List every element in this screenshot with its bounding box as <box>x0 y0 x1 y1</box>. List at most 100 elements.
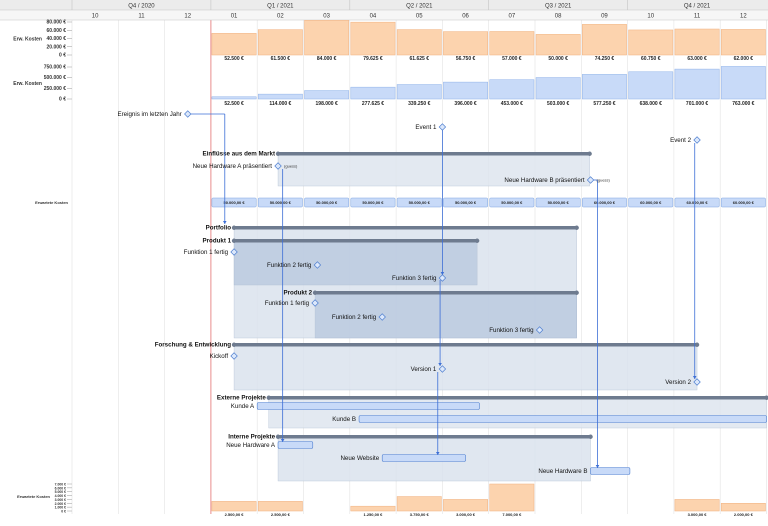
group-label-p1: Produkt 1 <box>203 238 232 245</box>
task-bar-kundeB[interactable] <box>358 415 767 423</box>
cost-row-label: Erwartete Kosten <box>35 200 68 205</box>
milestone-diamond-icon[interactable] <box>274 162 282 170</box>
group-area-fue <box>233 345 698 391</box>
group-bar-markt[interactable] <box>278 152 590 156</box>
group-bar-p2[interactable] <box>315 291 577 295</box>
y-tick-label: 20.000 € <box>47 44 67 50</box>
milestone-diamond-icon[interactable] <box>230 352 238 360</box>
chart-bar <box>443 499 488 512</box>
milestone-label-last-year: Ereignis im letzten Jahr <box>117 111 181 118</box>
quarter-label: Q4 / 2020 <box>128 4 155 10</box>
milestone-diamond-icon[interactable] <box>438 274 447 282</box>
group-bar-int[interactable] <box>278 435 591 439</box>
group-label-markt: Einflüsse aus dem Markt <box>202 151 275 158</box>
chart-bar <box>582 74 627 100</box>
month-label: 10 <box>92 14 99 20</box>
data-label: 57.000 € <box>502 56 522 62</box>
group-bar-end <box>764 395 768 400</box>
data-label: 396.000 € <box>454 101 476 107</box>
quarter-label: Q2 / 2021 <box>406 4 433 10</box>
y-tick-label: 0 € <box>59 53 66 59</box>
y-tick-label: 80.000 € <box>47 20 67 26</box>
cost-value: 50.000,00 € <box>455 200 477 205</box>
group-bar-start <box>275 434 281 439</box>
chart-bar <box>674 28 720 56</box>
data-label: 2.500,00 € <box>225 512 245 517</box>
group-bar-p1[interactable] <box>234 239 478 243</box>
cost-value: 50.000,00 € <box>270 200 292 205</box>
chart-bar <box>350 86 396 100</box>
group-bar-end <box>574 290 579 295</box>
chart-bar <box>489 31 535 56</box>
data-label: 61.625 € <box>410 56 430 62</box>
y-tick-label: 250.000 € <box>44 86 66 92</box>
group-bar-end <box>588 434 593 439</box>
milestone-diamond-icon[interactable] <box>311 299 319 307</box>
group-bar-start <box>266 395 271 400</box>
milestone-diamond-icon[interactable] <box>438 123 447 131</box>
group-bar-start <box>312 290 318 295</box>
task-bar-nhwA[interactable] <box>277 441 314 449</box>
chart-bar <box>211 501 257 512</box>
chart-bar <box>720 503 766 512</box>
data-label: 60.750 € <box>641 56 661 62</box>
chart-ylabel: Erw. Kosten <box>13 81 42 87</box>
y-tick-label: 0 € <box>59 97 66 103</box>
y-tick-label: 7.000 € <box>55 483 66 487</box>
y-tick-label: 500.000 € <box>44 75 66 81</box>
milestone-diamond-icon[interactable] <box>184 110 192 118</box>
milestone-label-hwA: Neue Hardware A präsentiert <box>193 163 273 170</box>
milestone-diamond-icon[interactable] <box>586 176 595 184</box>
milestone-diamond-icon[interactable] <box>535 326 544 334</box>
cost-cell <box>304 197 350 208</box>
milestone-diamond-icon[interactable] <box>230 248 238 256</box>
group-label-p2: Produkt 2 <box>284 290 313 297</box>
milestone-diamond-icon[interactable] <box>693 136 701 144</box>
chart-bar <box>257 501 303 512</box>
cost-cell <box>674 197 720 208</box>
data-label: 638.000 € <box>640 101 662 107</box>
milestone-diamond-icon[interactable] <box>313 261 322 269</box>
milestone-diamond-icon[interactable] <box>438 365 447 373</box>
cost-value: 60.000,00 € <box>640 200 662 205</box>
group-label-portfolio: Portfolio <box>206 225 232 232</box>
quarter-label: Q3 / 2021 <box>545 4 572 10</box>
data-label: 503.000 € <box>547 101 569 107</box>
task-bar-nhwB[interactable] <box>590 467 631 475</box>
milestone-label-event1: Event 1 <box>415 124 437 131</box>
data-label: 339.250 € <box>408 101 430 107</box>
group-bar-ext[interactable] <box>268 396 767 400</box>
task-label-nhwA: Neue Hardware A <box>226 442 276 449</box>
cost-value: 50.000,00 € <box>501 200 523 205</box>
group-bar-fue[interactable] <box>234 343 698 347</box>
data-label: 50.000 € <box>548 56 568 62</box>
group-label-ext: Externe Projekte <box>217 395 266 402</box>
milestone-diamond-icon[interactable] <box>378 313 386 321</box>
group-area-p2 <box>314 293 577 339</box>
data-label: 52.500 € <box>224 101 244 107</box>
arrow-head <box>438 363 442 366</box>
quarter-header-bar <box>0 0 768 10</box>
cost-cell <box>257 197 303 208</box>
month-label: 12 <box>740 14 747 20</box>
data-label: 2.500,00 € <box>271 512 291 517</box>
month-label: 08 <box>555 14 562 20</box>
task-bar-kundeA[interactable] <box>256 402 480 410</box>
cost-cell <box>350 197 396 208</box>
milestone-diamond-icon[interactable] <box>693 378 701 386</box>
group-bar-start <box>275 151 281 156</box>
task-bar-web[interactable] <box>381 454 466 462</box>
chart-bar <box>257 29 303 56</box>
data-label: 3.750,00 € <box>410 512 430 517</box>
y-tick-label: 2.000 € <box>55 502 66 506</box>
cost-value: 50.000,00 € <box>409 200 431 205</box>
y-tick-label: 1.000 € <box>55 506 66 510</box>
data-label: 1.250,00 € <box>363 512 383 517</box>
y-tick-label: 750.000 € <box>44 65 66 71</box>
group-bar-portfolio[interactable] <box>234 226 577 230</box>
y-tick-label: 60.000 € <box>47 28 67 34</box>
chart-bar <box>628 29 674 56</box>
cost-cell <box>582 197 627 208</box>
cost-value: 50.000,00 € <box>362 200 384 205</box>
